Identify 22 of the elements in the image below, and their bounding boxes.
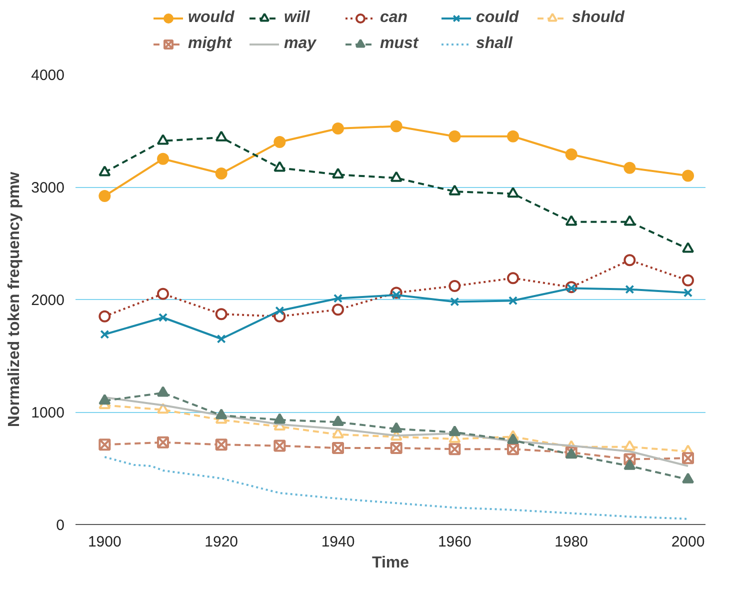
legend-label: may <box>284 35 318 53</box>
x-tick-label: 1940 <box>321 534 355 550</box>
y-tick-label: 4000 <box>31 67 65 84</box>
legend-label: must <box>380 35 420 53</box>
x-tick-label: 1900 <box>88 534 122 550</box>
legend-label: might <box>188 35 234 53</box>
x-tick-label: 1920 <box>204 534 238 550</box>
legend-label: should <box>572 9 626 27</box>
y-tick-label: 2000 <box>31 292 65 309</box>
legend-label: will <box>284 9 311 27</box>
x-tick-label: 1960 <box>438 534 472 550</box>
legend-label: shall <box>476 35 514 53</box>
x-tick-label: 1980 <box>554 534 588 550</box>
x-axis-title: Time <box>372 554 410 572</box>
legend-label: would <box>188 9 236 27</box>
legend-label: can <box>380 9 409 27</box>
y-tick-label: 3000 <box>31 180 65 196</box>
y-tick-label: 1000 <box>31 404 65 422</box>
x-tick-label: 2000 <box>671 534 705 550</box>
y-tick-label: 0 <box>56 517 64 534</box>
legend-label: could <box>476 9 520 27</box>
y-axis-title: Normalized token frequency pmw <box>6 171 24 428</box>
